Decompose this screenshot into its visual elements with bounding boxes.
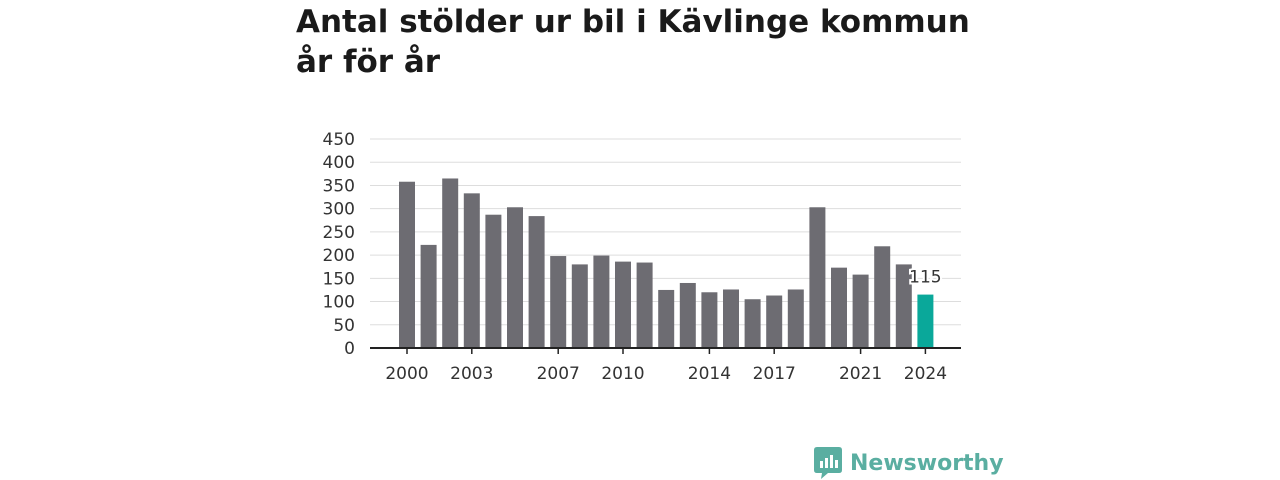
y-tick-label: 200 (323, 246, 355, 266)
y-tick-label: 450 (323, 130, 355, 150)
bar-2003 (463, 193, 480, 348)
bar-2019 (809, 207, 826, 348)
bar-2024 (917, 294, 934, 348)
y-tick-label: 0 (344, 339, 355, 359)
y-tick-label: 250 (323, 223, 355, 243)
bar-2008 (571, 264, 588, 348)
bar-2013 (679, 282, 696, 348)
bar-2011 (636, 262, 653, 348)
x-tick-label: 2007 (537, 364, 580, 384)
bar-2006 (528, 216, 545, 348)
bar-2010 (615, 261, 631, 348)
bar-2016 (744, 299, 761, 348)
chart-speech-bubble-icon (814, 447, 842, 479)
bar-2001 (420, 244, 437, 348)
x-tick-label: 2021 (839, 364, 882, 384)
axes (370, 347, 961, 354)
bar-2021 (852, 274, 869, 348)
x-tick-label: 2017 (753, 364, 796, 384)
newsworthy-logo: Newsworthy (814, 447, 1004, 479)
labels: 0 50 100 150 200 250 300 350 400 450 2000 2003 2007 2… (323, 130, 947, 384)
y-tick-label: 300 (323, 200, 355, 220)
y-tick-label: 350 (323, 176, 355, 196)
bar-2009 (593, 255, 610, 348)
brand-name: Newsworthy (850, 450, 1004, 476)
y-tick-label: 100 (323, 293, 355, 313)
bar-2020 (831, 267, 847, 348)
y-tick-label: 50 (333, 316, 355, 336)
bar-2022 (874, 246, 891, 348)
y-tick-label: 400 (323, 153, 355, 173)
x-tick-label: 2010 (601, 364, 644, 384)
chart-title: Antal stölder ur bil i Kävlinge kommun å… (296, 4, 970, 80)
bar-2017 (766, 295, 783, 348)
bar-2004 (485, 214, 502, 348)
bar-2005 (507, 207, 523, 348)
x-tick-label: 2014 (688, 364, 731, 384)
data-label-2024: 115 (909, 268, 941, 288)
bar-2023 (895, 264, 912, 348)
bar-2000 (399, 181, 415, 348)
x-tick-label: 2003 (450, 364, 493, 384)
bar-2015 (723, 289, 739, 348)
x-tick-label: 2024 (904, 364, 947, 384)
bar-2018 (787, 289, 804, 348)
bar-2002 (442, 178, 459, 348)
x-tick-label: 2000 (385, 364, 428, 384)
bar-2014 (701, 292, 718, 348)
bar-2012 (658, 289, 675, 348)
y-tick-label: 150 (323, 269, 355, 289)
bar-2007 (550, 256, 567, 348)
bars (399, 178, 934, 348)
